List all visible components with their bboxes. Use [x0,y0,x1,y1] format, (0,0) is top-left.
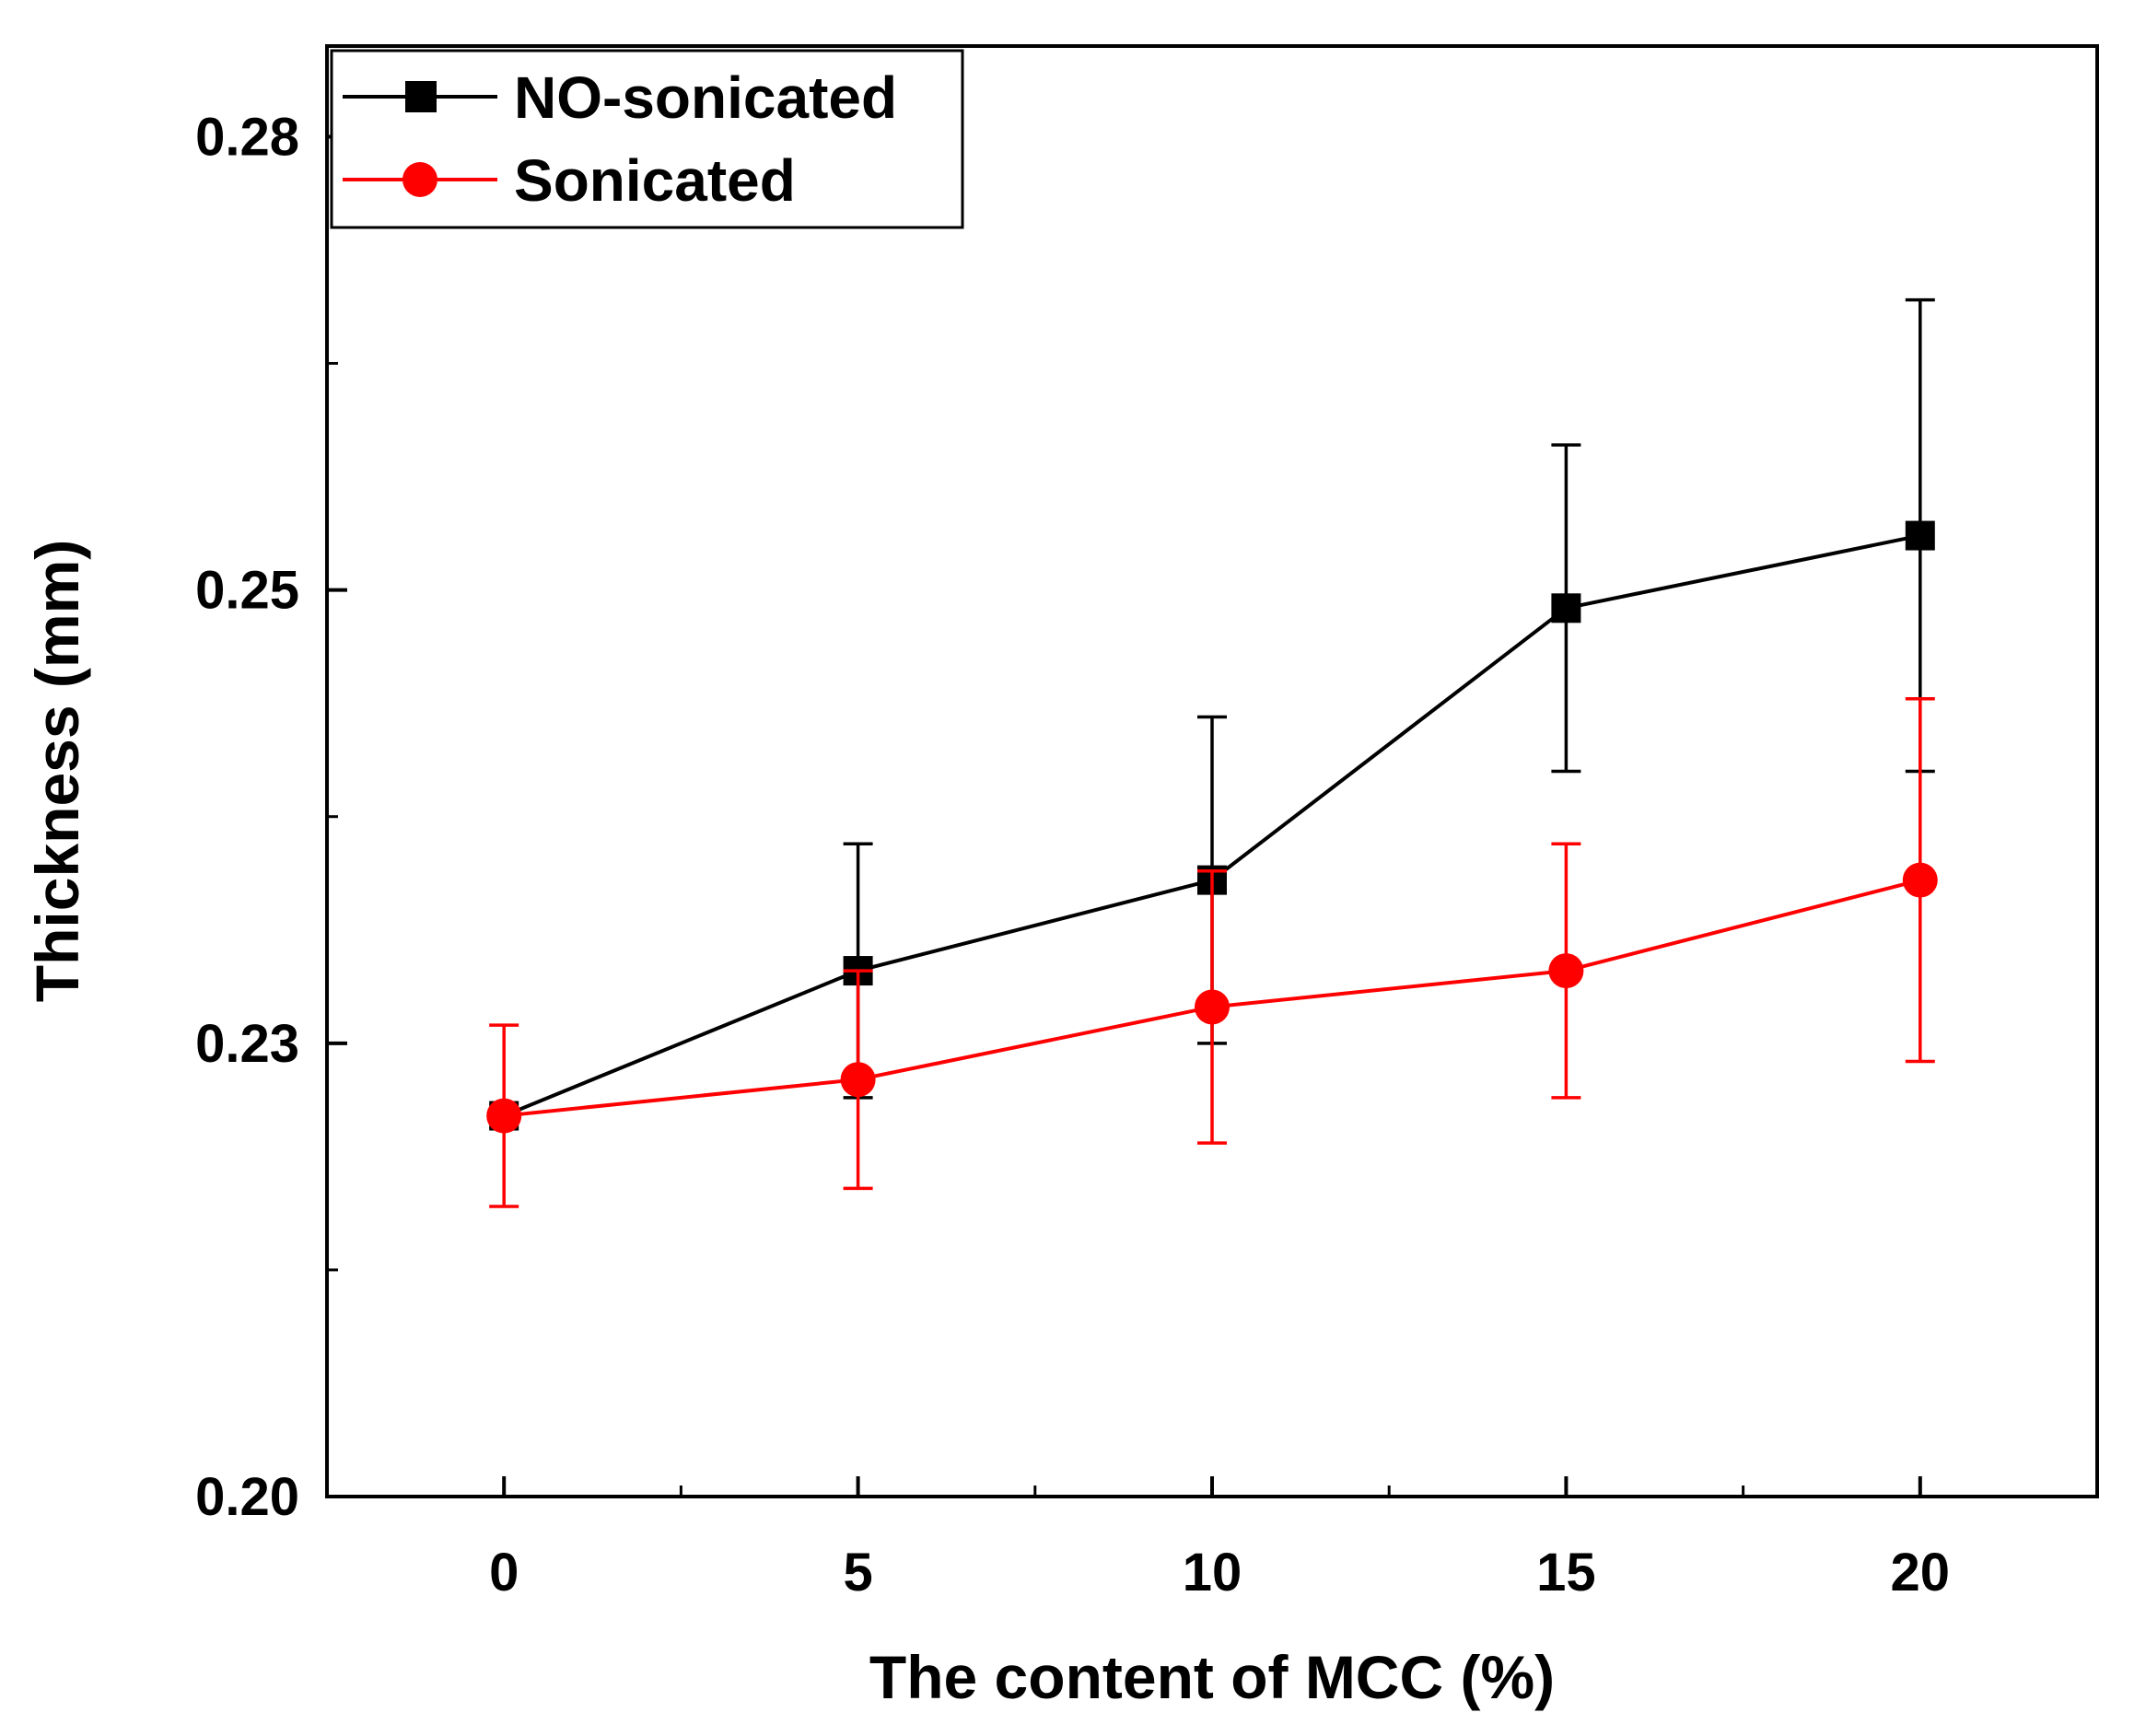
x-axis-ticks: 0 5 10 15 20 [489,1476,1950,1602]
x-axis-title: The content of MCC (%) [869,1643,1555,1711]
y-tick-label: 0.23 [195,1014,299,1074]
data-point [1902,862,1938,898]
y-tick-label: 0.28 [195,107,299,167]
legend-marker [402,162,437,197]
legend-item-sonicated: Sonicated [343,147,796,214]
legend: NO-sonicated Sonicated [330,49,964,229]
y-axis-title: Thickness (mm) [23,540,91,1002]
legend-item-no-sonicated: NO-sonicated [343,64,897,131]
data-point [1195,989,1230,1025]
legend-marker [405,81,437,112]
data-point [1548,953,1584,989]
series-layer [486,297,1938,1208]
legend-items: NO-sonicated Sonicated [343,64,897,214]
y-axis-ticks: 0.20 0.23 0.25 0.28 [195,107,347,1527]
legend-label: Sonicated [514,147,796,214]
y-tick-label: 0.25 [195,561,299,621]
x-tick-label: 0 [489,1543,519,1602]
legend-box [330,49,964,229]
x-tick-label: 10 [1183,1543,1242,1602]
series-sonicated [486,697,1938,1208]
x-tick-label: 5 [843,1543,872,1602]
legend-label: NO-sonicated [514,64,897,131]
data-point [1551,593,1581,623]
y-tick-label: 0.20 [195,1467,299,1527]
x-tick-label: 15 [1536,1543,1596,1602]
data-point [486,1098,522,1134]
data-point [840,1062,876,1098]
x-tick-label: 20 [1891,1543,1951,1602]
data-point [1905,520,1935,551]
